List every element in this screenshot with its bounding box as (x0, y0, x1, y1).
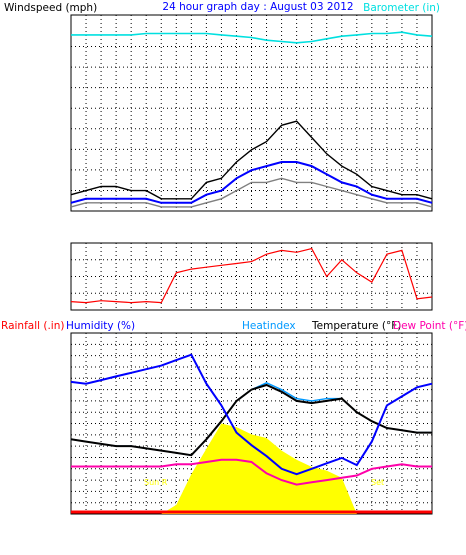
wind-grid (71, 15, 432, 211)
wind-direction-line (70, 247, 433, 304)
direction-series (70, 247, 433, 304)
wind-series (70, 31, 433, 208)
solar-area (71, 423, 432, 514)
barometer-axis-label: Barometer (in) (363, 2, 440, 14)
direction-grid (71, 243, 432, 310)
wind-gust-base-line (70, 177, 433, 208)
wind-average-line (70, 161, 433, 204)
wind-plot-area (70, 14, 433, 212)
heatindex-label: Heatindex (242, 320, 296, 332)
sunset-label: Set (371, 478, 384, 487)
temp-series (70, 353, 433, 514)
temperature-line (70, 383, 432, 457)
dewpoint-line (71, 458, 432, 486)
barometer-line (71, 31, 433, 44)
humidity-line (70, 353, 433, 476)
dewpoint-axis-label: Dew Point (°F) (393, 320, 466, 332)
solar-area-fill (71, 423, 432, 514)
sunrise-label: Sun R (144, 478, 168, 487)
temperature-axis-label: Temperature (°F) (311, 320, 401, 332)
rainfall-axis-label: Rainfall (.in) (1, 320, 64, 332)
windspeed-axis-label: Windspeed (mph) (4, 2, 97, 14)
windspeed-line (70, 120, 433, 200)
humidity-axis-label: Humidity (%) (66, 320, 135, 332)
chart-title: 24 hour graph day : August 03 2012 (162, 1, 353, 13)
